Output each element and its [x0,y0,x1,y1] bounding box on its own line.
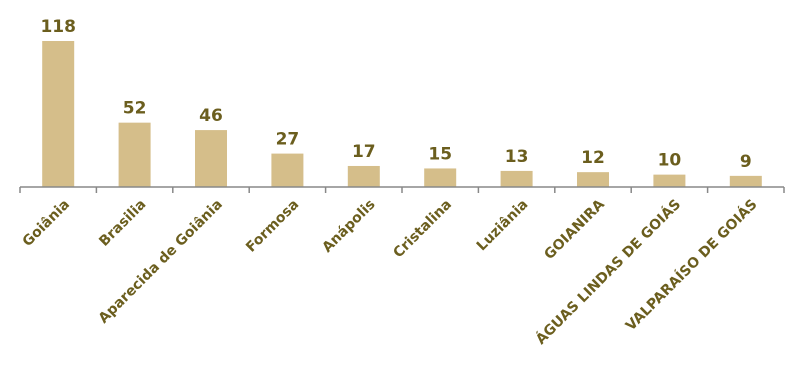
value-label-luziania: 13 [505,147,529,167]
bars-group [42,41,762,187]
bar-formosa [271,153,304,187]
bar-cristalina [424,168,457,187]
value-labels-group: 118 52 46 27 17 15 13 12 10 9 [40,17,751,172]
bar-goiania [42,41,75,187]
tick-label-formosa: Formosa [243,197,302,256]
tick-label-goiania: Goiânia [20,197,73,250]
bar-aguas-lindas-de-goias [653,174,686,187]
bar-valparaiso-de-goias [729,175,762,187]
value-label-brasilia: 52 [123,99,147,119]
tick-label-valparaiso-de-goias: VALPARAÍSO DE GOIÁS [622,196,760,334]
bar-luziania [500,170,533,187]
x-axis-ticks [19,187,785,193]
tick-label-anapolis: Anápolis [319,197,378,256]
bar-anapolis [347,165,380,187]
value-label-aguas-lindas-de-goias: 10 [658,151,682,171]
tick-label-cristalina: Cristalina [390,197,455,262]
value-label-valparaiso-de-goias: 9 [740,152,752,172]
value-label-anapolis: 17 [352,142,376,162]
value-label-formosa: 27 [276,130,300,150]
tick-label-goianira: GOIANIRA [541,196,608,263]
value-label-goianira: 12 [581,148,605,168]
value-label-aparecida-de-goiania: 46 [199,106,223,126]
bar-brasilia [118,122,151,187]
bar-aparecida-de-goiania [195,130,227,187]
bar-goianira [577,172,609,187]
tick-label-aguas-lindas-de-goias: ÁGUAS LINDAS DE GOIÁS [532,196,684,348]
value-label-cristalina: 15 [428,144,452,164]
tick-label-luziania: Luziânia [474,197,532,255]
tick-label-brasilia: Brasilia [96,197,149,250]
tick-label-aparecida-de-goiania: Aparecida de Goiânia [96,197,226,327]
value-label-goiania: 118 [40,17,76,37]
